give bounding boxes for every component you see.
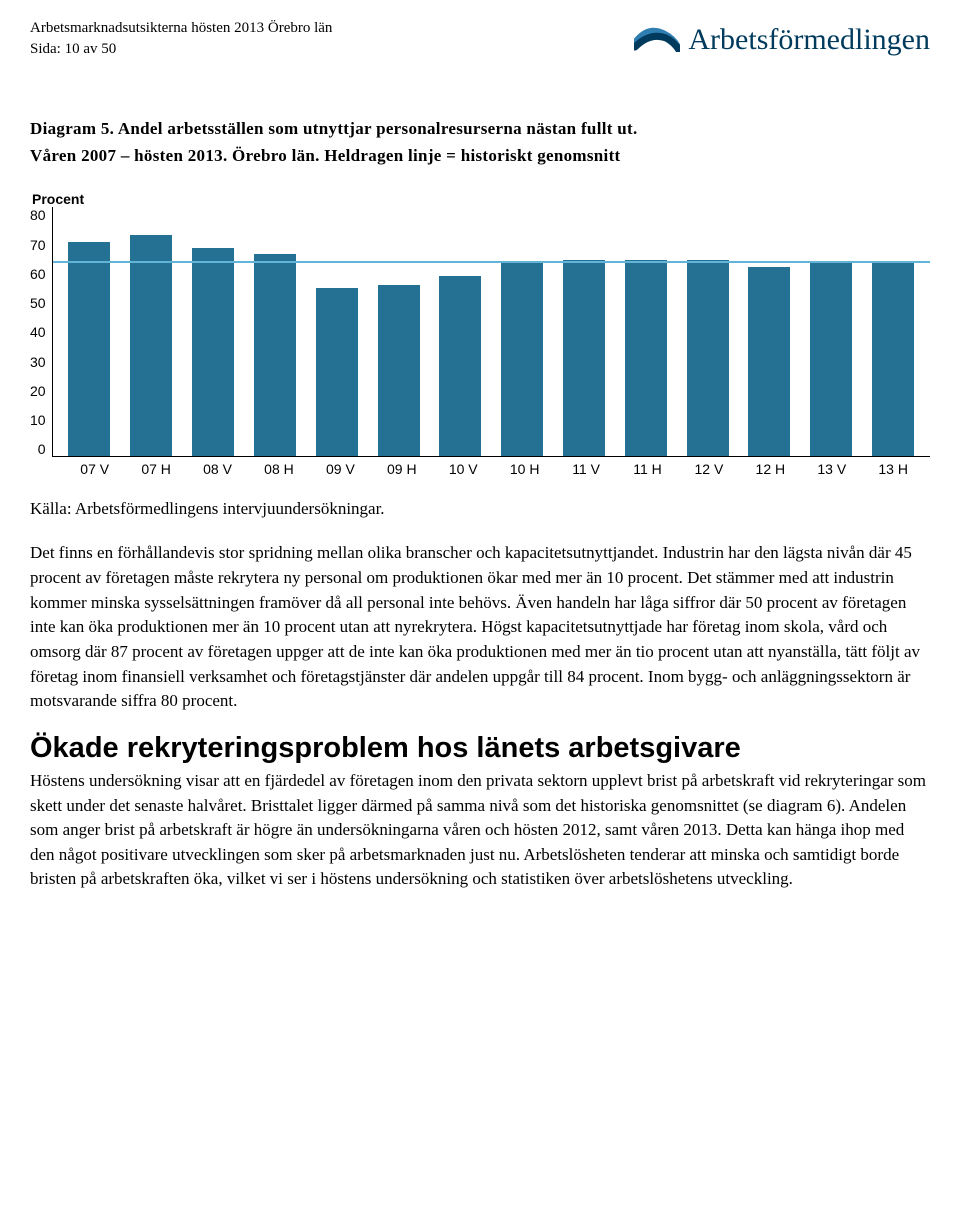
- doc-title: Arbetsmarknadsutsikterna hösten 2013 Öre…: [30, 18, 332, 39]
- section-heading: Ökade rekryteringsproblem hos länets arb…: [30, 732, 930, 765]
- average-line: [53, 261, 930, 263]
- bar: [563, 260, 605, 456]
- brand-name: Arbetsförmedlingen: [688, 23, 930, 57]
- bar: [439, 276, 481, 457]
- bar: [378, 285, 420, 456]
- bar: [625, 260, 667, 456]
- x-axis: 07 V 07 H 08 V 08 H 09 V 09 H 10 V 10 H 11 V 11 H…: [58, 457, 930, 477]
- x-tick: 13 H: [872, 461, 914, 477]
- brand-swoosh-icon: [634, 22, 680, 57]
- y-tick: 40: [30, 324, 46, 340]
- bar: [687, 260, 729, 456]
- page-number: Sida: 10 av 50: [30, 39, 332, 60]
- caption-line1: Diagram 5. Andel arbetsställen som utnyt…: [30, 119, 638, 138]
- x-tick: 08 H: [258, 461, 300, 477]
- y-tick: 20: [30, 383, 46, 399]
- x-tick: 08 V: [197, 461, 239, 477]
- bar: [254, 254, 296, 456]
- page-header: Arbetsmarknadsutsikterna hösten 2013 Öre…: [30, 18, 930, 60]
- x-tick: 13 V: [811, 461, 853, 477]
- y-tick: 10: [30, 412, 46, 428]
- bar: [810, 263, 852, 456]
- y-tick: 50: [30, 295, 46, 311]
- caption-line2: Våren 2007 – hösten 2013. Örebro län. He…: [30, 146, 621, 165]
- chart-source: Källa: Arbetsförmedlingens intervjuunder…: [30, 499, 930, 519]
- bars-container: [53, 207, 930, 456]
- x-tick: 11 H: [627, 461, 669, 477]
- bar: [316, 288, 358, 456]
- y-axis: 80 70 60 50 40 30 20 10 0: [30, 207, 52, 457]
- x-tick: 10 H: [504, 461, 546, 477]
- brand-logo: Arbetsförmedlingen: [634, 18, 930, 57]
- y-tick: 60: [30, 266, 46, 282]
- paragraph-2: Höstens undersökning visar att en fjärde…: [30, 769, 930, 892]
- x-tick: 10 V: [442, 461, 484, 477]
- bar: [68, 242, 110, 457]
- y-tick: 80: [30, 207, 46, 223]
- header-left: Arbetsmarknadsutsikterna hösten 2013 Öre…: [30, 18, 332, 60]
- x-tick: 11 V: [565, 461, 607, 477]
- bar: [501, 263, 543, 456]
- chart-plot: [52, 207, 930, 457]
- bar: [748, 267, 790, 457]
- x-tick: 09 V: [319, 461, 361, 477]
- x-tick: 09 H: [381, 461, 423, 477]
- y-tick: 70: [30, 237, 46, 253]
- paragraph-1: Det finns en förhållandevis stor spridni…: [30, 541, 930, 713]
- x-tick: 07 H: [135, 461, 177, 477]
- x-tick: 12 V: [688, 461, 730, 477]
- y-tick: 30: [30, 354, 46, 370]
- x-tick: 12 H: [749, 461, 791, 477]
- y-axis-label: Procent: [32, 191, 930, 207]
- bar-chart: Procent 80 70 60 50 40 30 20 10 0 07 V 07 H 08 V 08…: [30, 191, 930, 477]
- y-tick: 0: [38, 441, 46, 457]
- bar: [130, 235, 172, 456]
- x-tick: 07 V: [74, 461, 116, 477]
- bar: [872, 263, 914, 456]
- chart-caption: Diagram 5. Andel arbetsställen som utnyt…: [30, 115, 930, 169]
- bar: [192, 248, 234, 457]
